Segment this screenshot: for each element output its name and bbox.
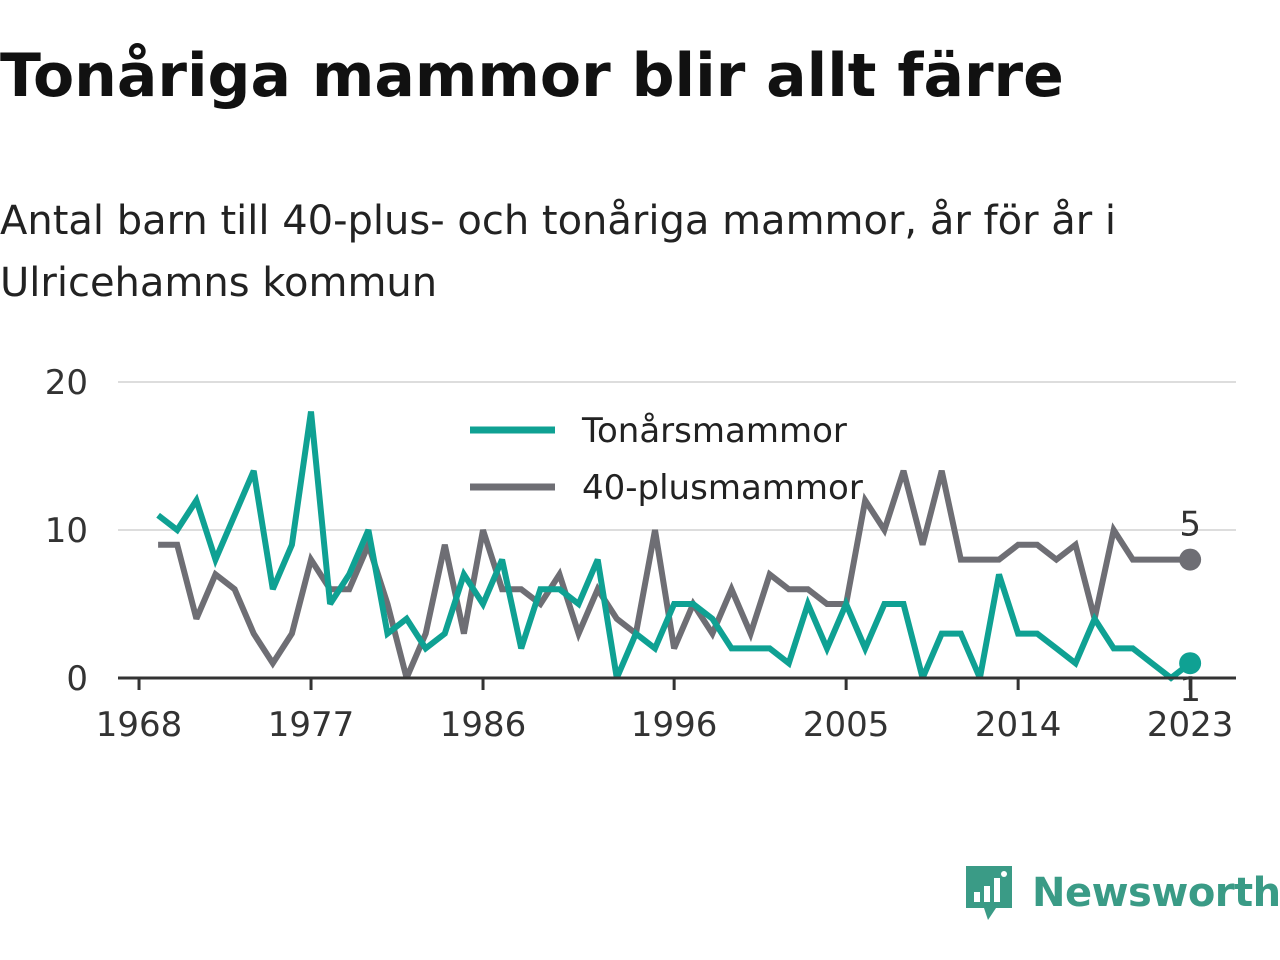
legend-label-1: 40-plusmammor: [582, 468, 863, 508]
end-markers: 15: [1179, 505, 1202, 710]
x-tick-label: 1968: [96, 705, 183, 745]
x-tick-label: 2023: [1147, 705, 1234, 745]
y-axis-labels: 0 10 20: [45, 363, 88, 699]
x-tick-label: 2014: [975, 705, 1062, 745]
end-value-label-1: 5: [1179, 505, 1201, 545]
y-tick-label: 20: [45, 363, 88, 403]
line-chart: 1968 1977 1986 1996 2005 2014 2023 0 10 20 Tonår…: [45, 363, 1236, 745]
end-marker-0: [1179, 652, 1202, 675]
chart-subtitle: Antal barn till 40-plus- och tonåriga ma…: [0, 198, 1117, 306]
brand-logo: Newsworthy: [962, 862, 1280, 924]
y-tick-label: 10: [45, 511, 88, 551]
x-tick-label: 1986: [440, 705, 527, 745]
brand-name: Newsworthy: [1032, 870, 1280, 916]
chart-title: Tonåriga mammor blir allt färre: [0, 41, 1064, 111]
legend-label-0: Tonårsmammor: [581, 411, 847, 451]
x-tick-label: 1996: [631, 705, 718, 745]
legend: Tonårsmammor 40-plusmammor: [470, 411, 863, 508]
x-axis: 1968 1977 1986 1996 2005 2014 2023: [96, 676, 1236, 745]
x-tick-label: 2005: [803, 705, 890, 745]
y-tick-label: 0: [66, 659, 88, 699]
end-marker-1: [1179, 548, 1202, 571]
newsworthy-logo-icon: [966, 866, 1012, 920]
x-tick-label: 1977: [268, 705, 355, 745]
end-value-label-0: 1: [1179, 670, 1201, 710]
series-lines: [156, 411, 1192, 682]
grid-lines: [118, 381, 1236, 531]
series-line-0: [156, 411, 1192, 682]
